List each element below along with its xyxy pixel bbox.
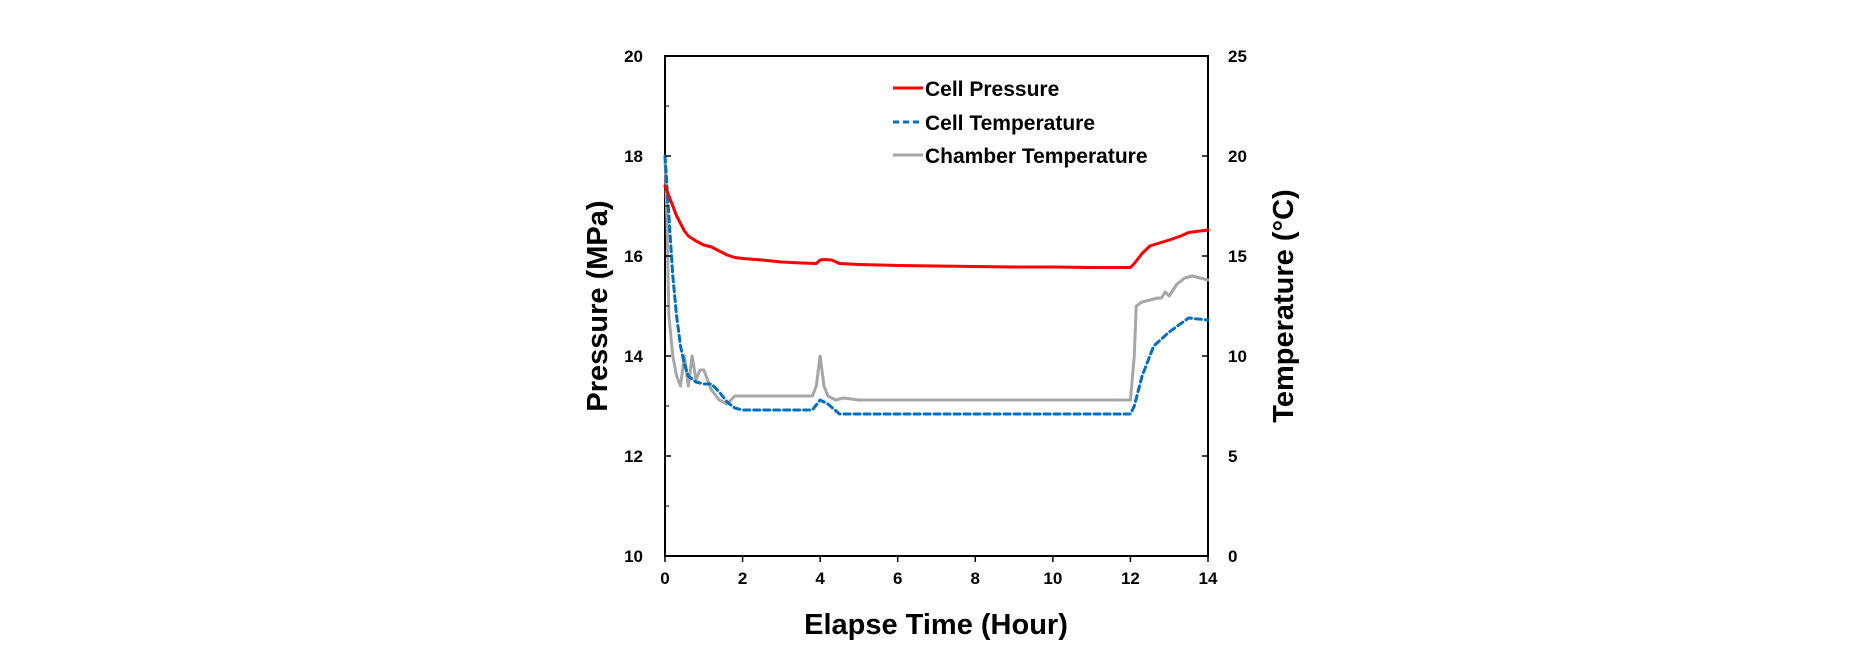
series-layer [663, 154, 1210, 416]
y-tick-label: 12 [624, 447, 643, 466]
y2-tick-label: 10 [1228, 347, 1247, 366]
x-tick-label: 4 [815, 569, 825, 588]
series-line-cell-temperature [663, 154, 1210, 416]
x-tick-label: 12 [1121, 569, 1140, 588]
x-tick-label: 2 [738, 569, 747, 588]
x-tick-label: 14 [1199, 569, 1218, 588]
y-tick-label: 16 [624, 247, 643, 266]
y2-tick-label: 5 [1228, 447, 1237, 466]
y2-tick-label: 15 [1228, 247, 1247, 266]
legend-label-cell-temperature: Cell Temperature [925, 112, 1095, 135]
x-tick-label: 6 [893, 569, 902, 588]
x-tick-label: 8 [971, 569, 980, 588]
series-line-chamber-temperature [663, 154, 1210, 406]
y-tick-label: 10 [624, 547, 643, 566]
legend-label-cell-pressure: Cell Pressure [925, 78, 1059, 101]
y-axis-title: Pressure (MPa) [582, 200, 614, 411]
x-tick-label: 0 [660, 569, 669, 588]
x-axis-title: Elapse Time (Hour) [804, 609, 1068, 641]
x-tick-label: 10 [1043, 569, 1062, 588]
series-line-cell-pressure [663, 184, 1210, 269]
legend: Cell Pressure Cell Temperature Chamber T… [893, 78, 1148, 168]
y-tick-label: 14 [624, 347, 643, 366]
legend-label-chamber-temperature: Chamber Temperature [925, 145, 1148, 168]
y-tick-label: 18 [624, 147, 643, 166]
y2-tick-label: 0 [1228, 547, 1237, 566]
y2-tick-label: 25 [1228, 47, 1247, 66]
y-tick-label: 20 [624, 47, 643, 66]
y2-axis-title: Temperature (°C) [1268, 189, 1300, 422]
tick-layer: 0 2 4 6 8 10 12 14 10 12 14 16 18 20 0 5 10 15 20 25 [624, 47, 1247, 588]
y2-tick-label: 20 [1228, 147, 1247, 166]
plot-area [664, 55, 1209, 557]
